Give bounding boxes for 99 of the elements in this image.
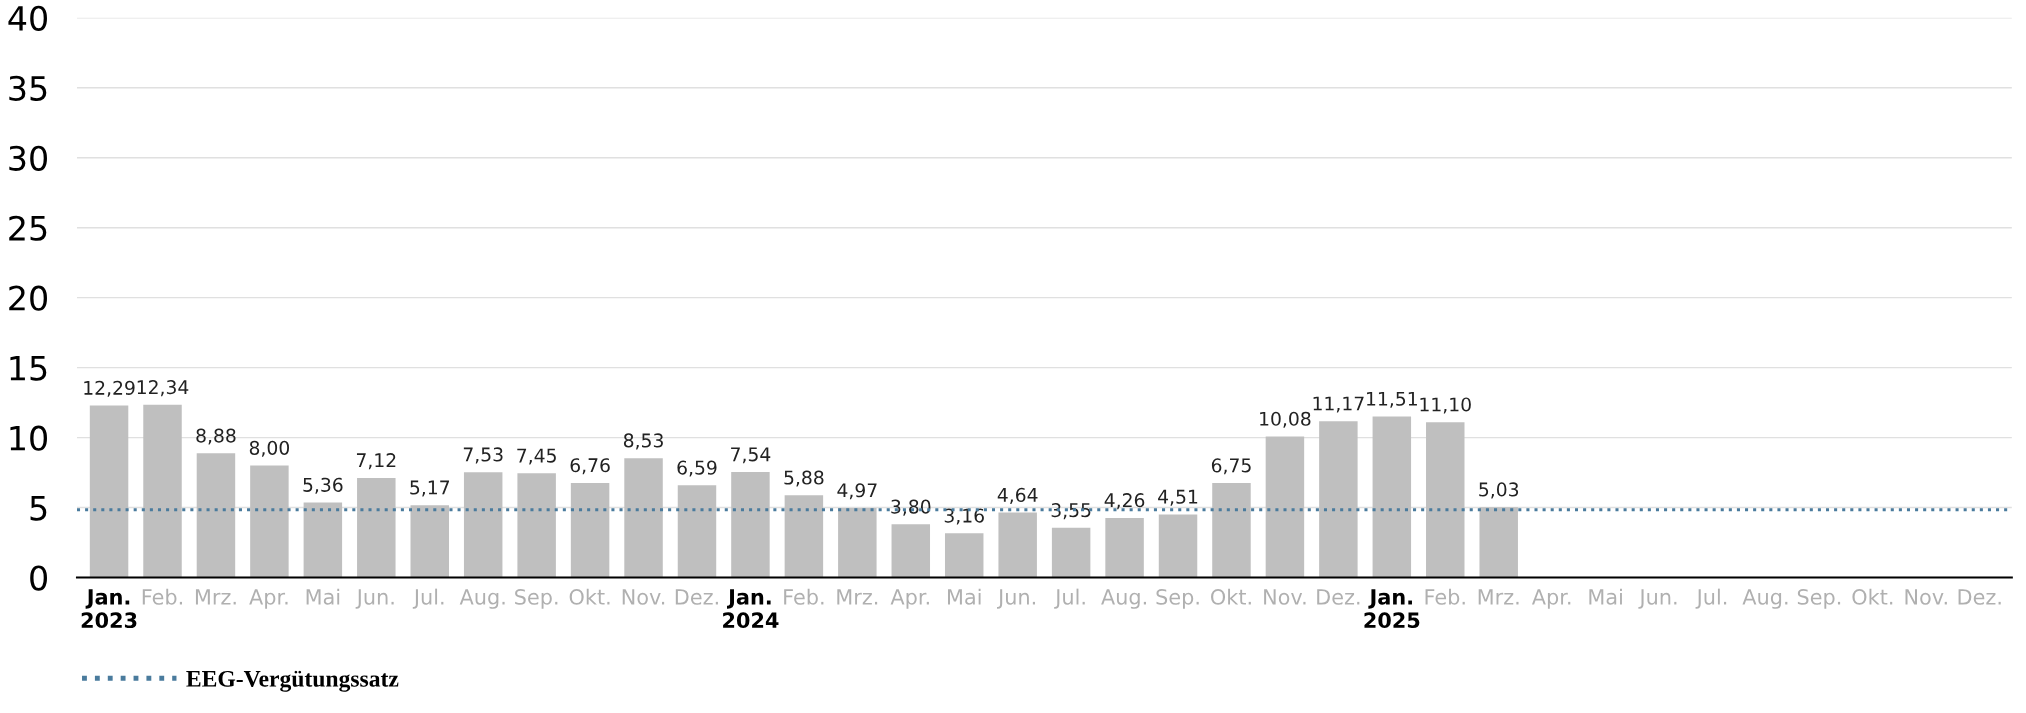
x-tick-label: Okt. — [569, 588, 610, 605]
bar — [891, 524, 931, 578]
data-label: 12,34 — [137, 380, 189, 397]
x-tick-label: Feb. — [1425, 588, 1465, 605]
x-tick-label: Nov. — [1905, 589, 1947, 605]
bar — [410, 505, 449, 578]
x-tick-label: Dez. — [675, 589, 718, 605]
x-tick-label: Jul. — [412, 588, 444, 609]
x-tick-label: Apr. — [249, 589, 288, 609]
x-tick-label: Nov. — [622, 589, 665, 605]
data-label: 10,08 — [1260, 411, 1311, 428]
data-label: 5,03 — [1479, 482, 1519, 499]
data-label: 8,53 — [623, 433, 663, 450]
data-label: 6,59 — [677, 460, 717, 477]
bar — [1105, 517, 1144, 578]
data-label: 3,80 — [891, 499, 931, 516]
x-tick-label: Sep. — [1797, 589, 1841, 609]
x-tick-label: Jul. — [1054, 588, 1085, 609]
bar — [1212, 483, 1251, 578]
data-label: 5,36 — [303, 477, 343, 494]
data-label: 8,88 — [196, 428, 236, 445]
data-label: 11,17 — [1313, 396, 1364, 413]
data-label: 11,10 — [1420, 397, 1471, 414]
data-label: 3,16 — [944, 508, 984, 525]
bar — [303, 502, 343, 578]
x-tick-label: Jul. — [1695, 588, 1727, 609]
x-tick-label: Jun. — [997, 589, 1036, 609]
bar — [357, 477, 396, 578]
x-tick-label: Mai — [1589, 588, 1622, 605]
x-tick-label: Feb. — [142, 588, 183, 605]
x-tick-label: Apr. — [890, 589, 929, 609]
bar — [196, 453, 236, 578]
x-tick-label: Okt. — [1211, 588, 1251, 605]
data-label: 4,51 — [1158, 489, 1198, 506]
x-tick-label: Mrz. — [837, 589, 878, 605]
bar — [517, 473, 556, 578]
x-tick-label: Jun. — [355, 589, 394, 609]
bar — [1158, 514, 1198, 578]
data-label: 7,12 — [356, 453, 396, 470]
bar — [89, 405, 129, 578]
data-label: 4,97 — [837, 483, 877, 500]
y-tick-label: 40 — [8, 5, 47, 31]
data-label: 6,76 — [570, 458, 610, 475]
data-label: 4,64 — [997, 487, 1038, 504]
bar — [677, 485, 717, 578]
x-tick-label: Sep. — [515, 589, 558, 609]
data-label: 12,29 — [84, 380, 135, 397]
y-tick-label: 5 — [30, 495, 47, 521]
x-tick-label: Okt. — [1852, 588, 1893, 605]
x-tick-label: Nov. — [1264, 589, 1306, 605]
x-tick-label: Aug. — [1101, 589, 1146, 609]
x-tick-label: Dez. — [1958, 589, 2001, 605]
data-label: 4,26 — [1104, 493, 1145, 510]
x-tick-label: Sep. — [1156, 589, 1199, 609]
legend-label: EEG-Vergütungssatz — [186, 670, 399, 692]
x-tick-label: Jun. — [1638, 589, 1677, 609]
bar — [570, 482, 610, 578]
data-label: 6,75 — [1211, 458, 1251, 475]
x-tick-label: Mrz. — [195, 589, 236, 605]
bar — [1051, 527, 1091, 578]
x-tick-label: Mai — [948, 588, 981, 605]
data-label: 11,51 — [1367, 391, 1417, 408]
y-tick-label: 20 — [9, 285, 47, 311]
x-tick-label: Apr. — [1531, 589, 1571, 609]
bar — [784, 495, 824, 578]
x-tick-label: Feb. — [784, 588, 824, 605]
x-tick-label: Jan. 2023 — [81, 589, 137, 629]
data-label: 7,54 — [731, 447, 771, 464]
data-label: 7,53 — [463, 447, 503, 464]
bar — [998, 512, 1037, 578]
data-label: 5,88 — [784, 470, 824, 487]
y-tick-label: 0 — [30, 565, 47, 591]
x-tick-label: Jan. 2024 — [723, 589, 779, 629]
bar — [1372, 416, 1412, 578]
bar — [838, 507, 877, 578]
bar — [143, 404, 182, 578]
bar — [624, 458, 663, 578]
bar — [463, 472, 503, 578]
bar — [944, 533, 984, 578]
bar — [1265, 436, 1305, 578]
bar — [1319, 421, 1358, 578]
data-label: 8,00 — [249, 440, 290, 457]
x-tick-label: Jan. 2025 — [1364, 589, 1420, 629]
x-tick-label: Dez. — [1317, 589, 1360, 605]
x-tick-label: Aug. — [1742, 589, 1788, 609]
bar — [1426, 422, 1465, 578]
y-tick-label: 10 — [10, 425, 47, 451]
bar — [1479, 507, 1518, 578]
data-label: 7,45 — [517, 448, 556, 465]
bar — [250, 465, 289, 578]
y-tick-label: 35 — [9, 75, 47, 101]
x-tick-label: Aug. — [459, 589, 505, 609]
y-tick-label: 25 — [9, 215, 47, 241]
x-tick-label: Mai — [306, 588, 340, 605]
y-tick-label: 15 — [10, 356, 47, 381]
x-tick-label: Mrz. — [1478, 589, 1519, 605]
data-label: 5,17 — [410, 480, 450, 497]
y-tick-label: 30 — [9, 145, 47, 171]
bar — [731, 472, 770, 578]
